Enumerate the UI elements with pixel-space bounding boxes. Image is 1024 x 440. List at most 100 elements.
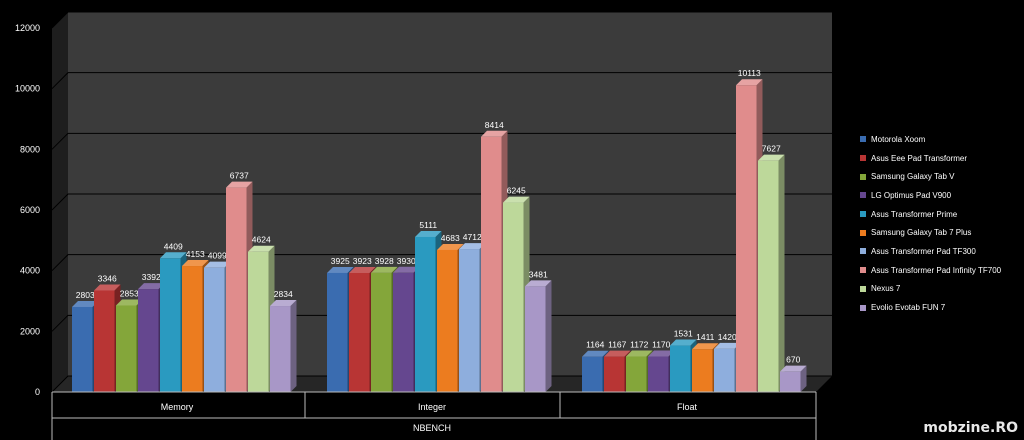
bar xyxy=(270,306,291,392)
legend-item: Asus Transformer Prime xyxy=(860,205,1001,224)
data-label: 3930 xyxy=(397,256,416,266)
data-label: 6737 xyxy=(230,171,249,181)
data-label: 1172 xyxy=(630,339,649,349)
bar xyxy=(758,160,779,392)
gridline xyxy=(51,193,832,211)
data-label: 4153 xyxy=(186,249,205,259)
y-tick-label: 2000 xyxy=(20,326,40,336)
legend-swatch xyxy=(860,267,866,274)
bar-top xyxy=(736,79,763,86)
bar-top xyxy=(503,196,530,203)
bar xyxy=(604,356,625,392)
data-label: 7627 xyxy=(762,144,781,154)
bar-top xyxy=(780,365,807,372)
bar xyxy=(582,356,603,392)
bar xyxy=(481,136,502,392)
y-tick-label: 10000 xyxy=(15,84,40,94)
bar xyxy=(182,266,203,392)
bar xyxy=(736,85,757,392)
bar xyxy=(94,290,115,392)
x-axis-title: NBENCH xyxy=(413,423,451,433)
bar-side xyxy=(800,365,807,392)
bar xyxy=(415,236,436,392)
x-tick-label: Memory xyxy=(161,402,194,412)
bar-top xyxy=(393,266,420,273)
bar-top xyxy=(437,243,464,250)
y-tick-label: 8000 xyxy=(20,144,40,154)
bar-top xyxy=(94,284,121,291)
data-label: 4624 xyxy=(252,235,271,245)
bar-side xyxy=(545,280,552,392)
data-label: 1411 xyxy=(696,332,715,342)
bar xyxy=(626,356,647,392)
bar xyxy=(226,187,247,392)
legend-swatch xyxy=(860,285,866,292)
data-label: 670 xyxy=(786,355,800,365)
legend-label: Asus Eee Pad Transformer xyxy=(871,153,968,163)
data-label: 8414 xyxy=(485,120,504,130)
bar-top xyxy=(72,300,99,307)
data-label: 6245 xyxy=(507,186,526,196)
legend-item: Asus Eee Pad Transformer xyxy=(860,149,1001,168)
bar-side xyxy=(290,300,297,392)
y-tick-label: 4000 xyxy=(20,266,40,276)
data-label: 2853 xyxy=(120,288,139,298)
data-label: 2803 xyxy=(76,290,95,300)
data-label: 3481 xyxy=(529,269,548,279)
data-label: 1531 xyxy=(674,329,693,339)
bar-top xyxy=(204,261,231,268)
legend-label: Motorola Xoom xyxy=(871,134,926,144)
bar-top xyxy=(138,283,165,290)
bar-top xyxy=(248,245,275,252)
legend-label: Samsung Galaxy Tab V xyxy=(871,172,955,182)
bar xyxy=(648,356,669,392)
legend-label: Nexus 7 xyxy=(871,284,901,294)
data-label: 4409 xyxy=(164,241,183,251)
gridline xyxy=(51,375,832,393)
bar-top xyxy=(481,130,508,137)
bar-top xyxy=(604,350,631,357)
bar-top xyxy=(116,299,143,306)
data-label: 3923 xyxy=(353,256,372,266)
bar xyxy=(714,348,735,392)
legend-swatch xyxy=(860,136,866,143)
legend-item: Motorola Xoom xyxy=(860,130,1001,149)
gridline xyxy=(51,254,832,272)
bar-top xyxy=(714,342,741,349)
y-tick-label: 0 xyxy=(35,387,40,397)
legend-swatch xyxy=(860,192,866,199)
bar-side xyxy=(778,154,785,392)
bar xyxy=(204,267,225,392)
bar-top xyxy=(648,350,675,357)
data-label: 3928 xyxy=(375,256,394,266)
legend-swatch xyxy=(860,248,866,255)
bar xyxy=(72,306,93,392)
data-label: 10113 xyxy=(738,68,761,78)
bar-top xyxy=(349,267,376,274)
x-tick-label: Integer xyxy=(418,402,446,412)
chart-legend: Motorola Xoom Asus Eee Pad Transformer Sam… xyxy=(860,130,1001,317)
data-label: 1164 xyxy=(586,340,605,350)
x-tick-label: Float xyxy=(677,402,698,412)
data-label: 1170 xyxy=(652,340,671,350)
bar-top xyxy=(525,280,552,287)
legend-label: Asus Transformer Pad TF300 xyxy=(871,246,976,256)
bar xyxy=(437,249,458,392)
data-label: 5111 xyxy=(419,220,437,230)
bar-top xyxy=(270,300,297,307)
data-label: 4712 xyxy=(463,232,482,242)
legend-label: LG Optimus Pad V900 xyxy=(871,190,952,200)
bar xyxy=(670,345,691,392)
bar xyxy=(349,273,370,392)
data-label: 2834 xyxy=(274,289,293,299)
y-tick-label: 12000 xyxy=(15,23,40,33)
bar xyxy=(525,286,546,392)
bar xyxy=(138,289,159,392)
legend-item: LG Optimus Pad V900 xyxy=(860,186,1001,205)
legend-item: Samsung Galaxy Tab 7 Plus xyxy=(860,223,1001,242)
legend-label: Asus Transformer Prime xyxy=(871,209,958,219)
bar xyxy=(780,371,801,392)
legend-swatch xyxy=(860,155,866,162)
data-label: 3346 xyxy=(98,274,117,284)
bar-top xyxy=(459,243,486,250)
